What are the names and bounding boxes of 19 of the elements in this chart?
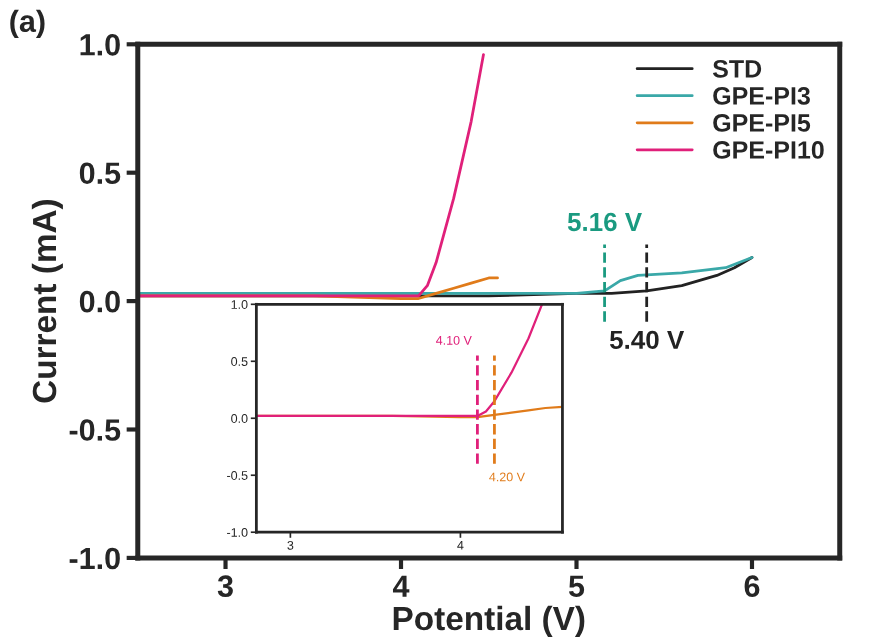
line-series bbox=[137, 53, 485, 298]
legend-label: GPE-PI10 bbox=[713, 141, 824, 159]
y-tick-label: 0.0 bbox=[79, 290, 120, 313]
ref-line-label: 5.16 V bbox=[567, 212, 642, 232]
legend-label: GPE-PI5 bbox=[713, 114, 811, 132]
y-tick-label: 0.5 bbox=[79, 162, 121, 185]
x-tick-label: 6 bbox=[744, 575, 760, 598]
x-axis-title: Potential (V) bbox=[393, 605, 585, 637]
y-tick-label: -1.0 bbox=[69, 547, 120, 570]
x-tick-label: 4 bbox=[392, 575, 410, 597]
legend-label: STD bbox=[712, 59, 762, 78]
legend-label: GPE-PI3 bbox=[713, 87, 810, 105]
ref-line-label: 5.40 V bbox=[609, 330, 685, 350]
chart-title: (a) bbox=[10, 9, 45, 39]
y-axis-title: Current (mA) bbox=[31, 199, 63, 403]
x-tick-label: 5 bbox=[568, 575, 585, 598]
y-tick-label: -0.5 bbox=[69, 419, 121, 441]
y-tick-label: 1.0 bbox=[80, 34, 120, 56]
x-tick-label: 3 bbox=[217, 575, 233, 598]
